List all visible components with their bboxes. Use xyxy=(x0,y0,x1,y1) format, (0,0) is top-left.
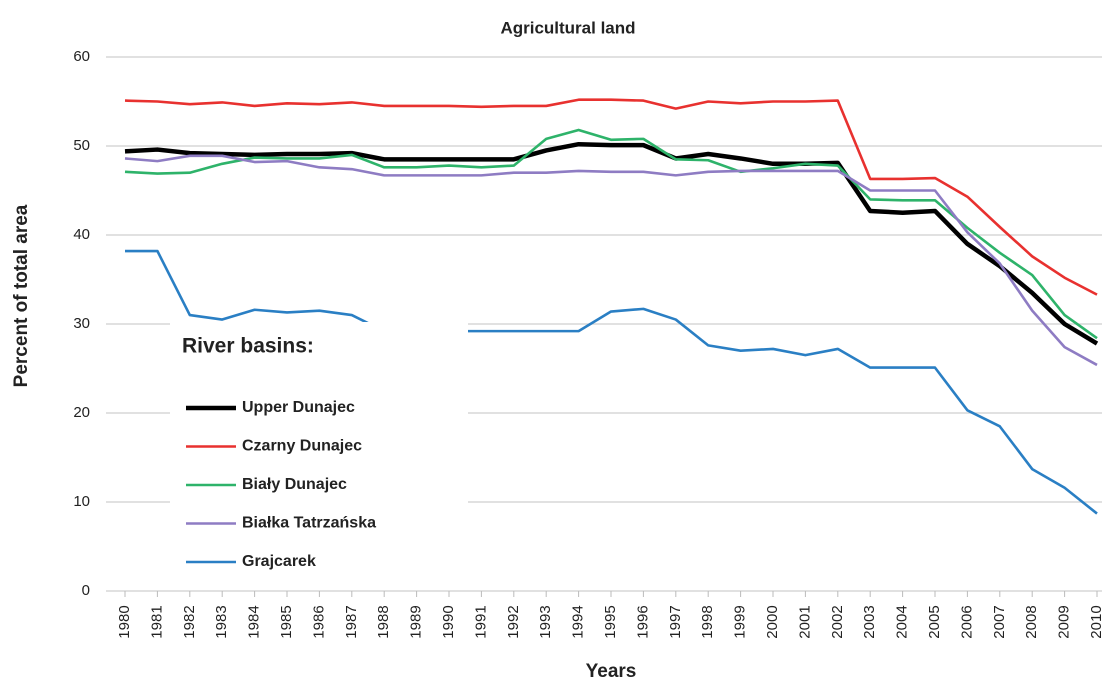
legend-label: Biały Dunajec xyxy=(242,476,347,493)
x-tick-label: 1994 xyxy=(570,605,587,638)
x-tick-label: 1995 xyxy=(602,605,619,638)
line-series xyxy=(124,141,1099,346)
legend-box xyxy=(170,322,468,584)
legend-label: Czarny Dunajec xyxy=(242,438,362,455)
x-tick-label: 1992 xyxy=(505,605,522,638)
plot-lines xyxy=(124,98,1099,515)
y-axis-title: Percent of total area xyxy=(11,204,32,387)
line-series xyxy=(124,98,1098,296)
x-tick-label: 1988 xyxy=(375,605,392,638)
line-series xyxy=(124,154,1098,367)
x-tick-label: 1989 xyxy=(408,605,425,638)
x-tick-label: 2005 xyxy=(926,605,943,638)
x-tick-label: 2003 xyxy=(861,605,878,638)
y-tick-label: 20 xyxy=(73,404,90,421)
x-tick-label: 1998 xyxy=(699,605,716,638)
x-tick-label: 1999 xyxy=(732,605,749,638)
x-tick-label: 2000 xyxy=(764,605,781,638)
line-series xyxy=(125,249,1098,515)
x-tick-label: 1982 xyxy=(181,605,198,638)
x-tick-label: 2009 xyxy=(1056,605,1073,638)
x-tick-label: 1983 xyxy=(213,605,230,638)
x-tick-label: 2002 xyxy=(829,605,846,638)
x-tick-label: 2007 xyxy=(991,605,1008,638)
x-tick-label: 1981 xyxy=(148,605,165,638)
y-tick-label: 0 xyxy=(82,582,90,599)
legend-title: River basins: xyxy=(182,335,314,358)
y-tick-label: 50 xyxy=(73,137,90,154)
chart-title: Agricultural land xyxy=(500,18,635,37)
x-tick-label: 2001 xyxy=(796,605,813,638)
legend-label: Białka Tatrzańska xyxy=(242,515,376,532)
grid: 0 10 20 30 40 50 60 1980 1981 1982 1983 1984 1985 198… xyxy=(73,48,1104,639)
x-tick-label: 1997 xyxy=(667,605,684,638)
x-tick-label: 1990 xyxy=(440,605,457,638)
y-tick-label: 30 xyxy=(73,315,90,332)
legend-label: Grajcarek xyxy=(242,553,316,570)
x-tick-label: 1996 xyxy=(634,605,651,638)
x-tick-label: 2006 xyxy=(958,605,975,638)
x-tick-label: 1984 xyxy=(246,605,263,638)
x-tick-label: 1987 xyxy=(343,605,360,638)
y-tick-label: 60 xyxy=(73,48,90,65)
y-tick-label: 40 xyxy=(73,226,90,243)
x-tick-label: 1993 xyxy=(537,605,554,638)
x-tick-label: 1991 xyxy=(472,605,489,638)
x-tick-label: 1980 xyxy=(116,605,133,638)
x-tick-label: 2004 xyxy=(894,605,911,638)
legend-label: Upper Dunajec xyxy=(242,399,355,416)
x-axis-title: Years xyxy=(586,661,637,682)
x-tick-label: 2010 xyxy=(1088,605,1104,638)
y-tick-label: 10 xyxy=(73,493,90,510)
legend: Upper Dunajec Czarny Dunajec Biały Dunajec… xyxy=(186,399,376,570)
x-tick-label: 1986 xyxy=(310,605,327,638)
line-series xyxy=(124,128,1098,340)
x-tick-label: 1985 xyxy=(278,605,295,638)
x-tick-label: 2008 xyxy=(1023,605,1040,638)
